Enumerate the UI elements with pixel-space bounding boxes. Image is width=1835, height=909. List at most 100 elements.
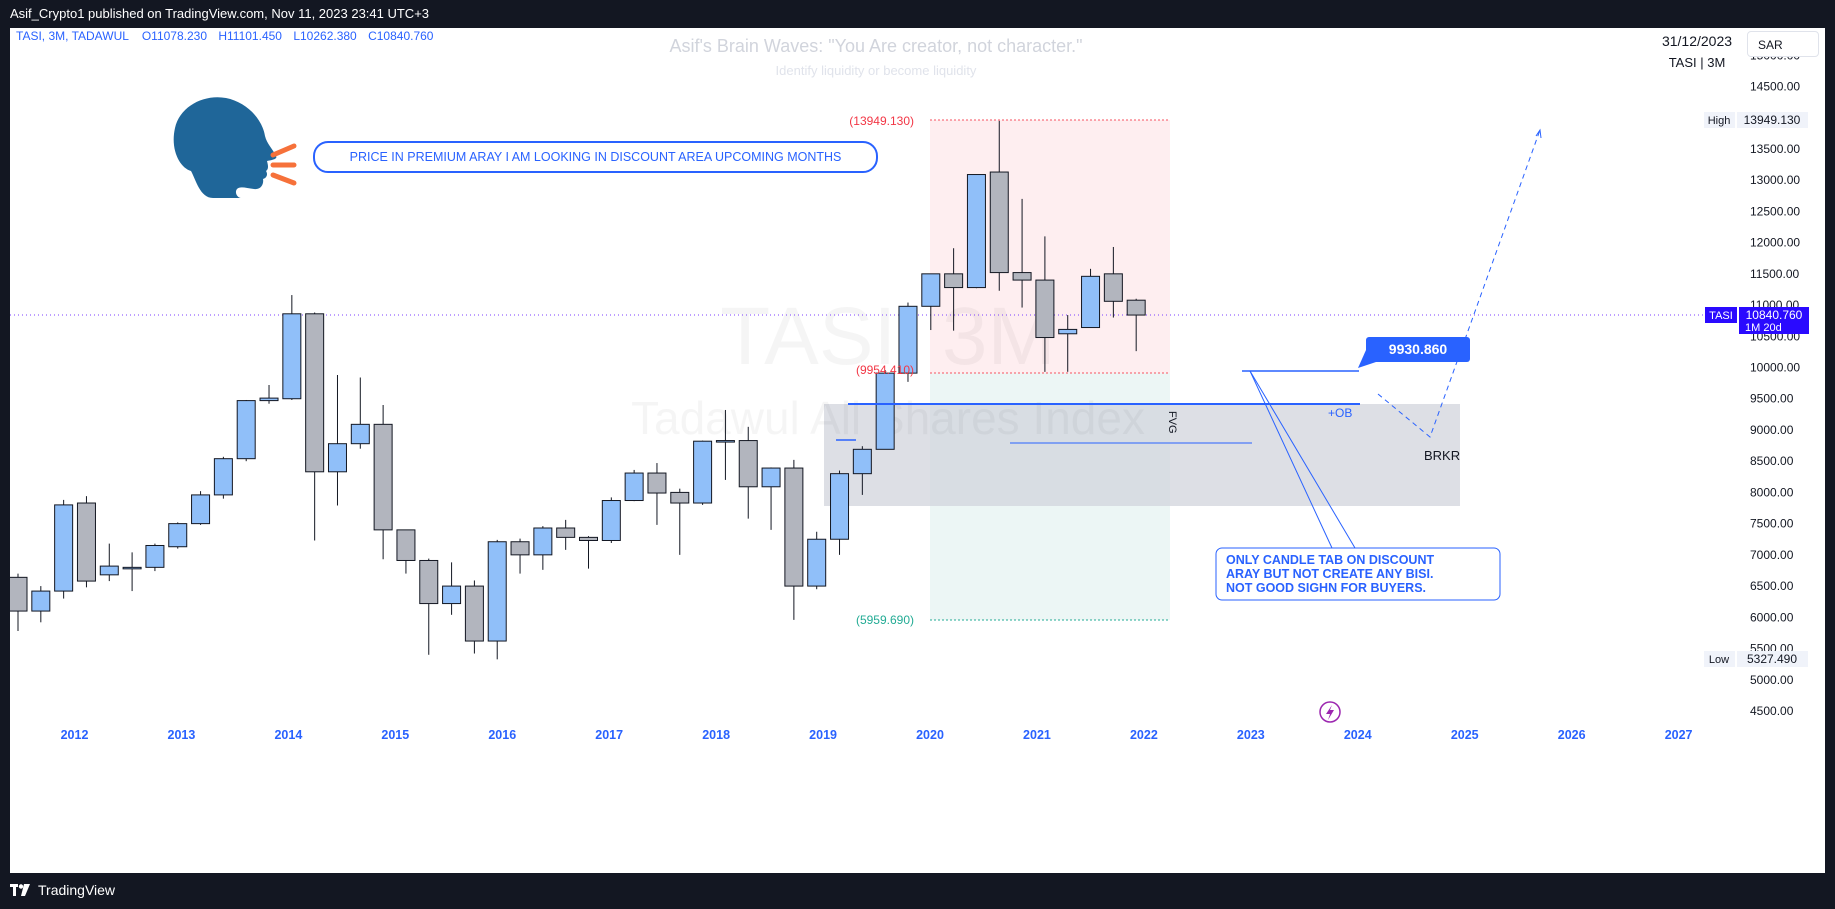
candles-group [10,120,1146,660]
projection-arrowhead [1535,128,1542,139]
equilibrium-label: (9954.410) [856,363,914,377]
footer-brand: TradingView [38,882,116,898]
candle-body [784,467,804,587]
candle-body [213,458,233,496]
candle [510,538,530,574]
low-badge: Low 5327.490 [1704,651,1808,667]
candle [168,522,188,549]
year-tick: 2023 [1237,728,1265,742]
candle [989,120,1009,291]
candle-body [830,473,850,540]
price-tick: 8500.00 [1750,454,1794,468]
candle-body [601,500,621,541]
candle [784,459,804,620]
price-tick: 9500.00 [1750,392,1794,406]
candle-body [510,541,530,556]
currency-button[interactable]: SAR [1747,31,1819,57]
price-tick: 6000.00 [1750,610,1794,624]
candle [944,248,964,331]
header-symbol: TASI, 3M, TADAWUL [16,29,129,43]
candle [921,273,941,331]
year-tick: 2013 [168,728,196,742]
candle-body [31,590,51,612]
year-tick: 2015 [381,728,409,742]
note-connector-a [1249,370,1333,549]
price-tick: 6500.00 [1750,579,1794,593]
candle-body [579,536,598,541]
price-tick: 13500.00 [1750,142,1800,156]
speech-text: PRICE IN PREMIUM ARAY I AM LOOKING IN DI… [350,150,842,164]
price-tick: 14500.00 [1750,79,1800,93]
candle [213,456,233,499]
price-callout [1366,337,1470,362]
close-value: 10840.760 [377,29,434,43]
time-axis[interactable]: 2012 2013 2014 2015 2016 2017 2018 2019 2020 2021… [61,728,1693,742]
candle [807,531,827,590]
low-badge-label: Low [1709,654,1729,666]
price-tick: 7000.00 [1750,548,1794,562]
candle [282,295,302,400]
candle [966,174,986,289]
candle [624,469,644,502]
candle [259,384,279,404]
price-callout-pointer [1358,350,1376,368]
candle-body [1012,272,1032,281]
candle [1081,268,1101,329]
candle [305,312,325,541]
candle-body [624,472,644,502]
year-tick: 2017 [595,728,623,742]
candle [579,536,598,569]
candle-body [944,273,964,289]
high-badge: High 13949.130 [1704,112,1808,128]
candle [738,426,758,519]
fvg-label: FVG [1166,411,1178,434]
chart-area[interactable]: TASI, 3M Tadawul All Shares Index Asif's… [10,28,1825,873]
premium-top-label: (13949.130) [849,114,914,128]
candle [693,440,713,505]
candle-body [282,313,302,400]
ob-label: +OB [1328,406,1352,420]
candle [533,526,553,570]
price-tick: 9000.00 [1750,423,1794,437]
candle [31,586,51,623]
candle [556,519,576,550]
candle [830,470,850,555]
header-date: 31/12/2023 [1662,33,1732,49]
high-badge-value: 13949.130 [1744,113,1801,127]
high-label: H [218,29,227,43]
candle-body [533,527,553,556]
candle [122,552,142,592]
projection-path [1377,129,1541,438]
candle-body [1103,273,1123,302]
candle [761,467,781,530]
candle [1103,246,1123,318]
low-value: 10262.380 [300,29,357,43]
discount-bottom-label: (5959.690) [856,613,914,627]
candle [145,543,165,572]
candle-body [898,305,918,374]
candle [487,539,507,660]
order-block-zone [824,404,1460,506]
high-badge-label: High [1708,115,1731,127]
year-tick: 2022 [1130,728,1158,742]
price-tick: 8000.00 [1750,485,1794,499]
year-tick: 2019 [809,728,837,742]
footer-bar: TradingView [0,873,1835,908]
candle-body [1035,279,1055,339]
note-box [1215,547,1501,601]
candle-body [556,527,576,538]
lightning-icon[interactable] [1319,701,1341,723]
candle-body [10,576,28,612]
candle-body [966,174,986,289]
candle [54,499,74,599]
candle-body [487,541,507,642]
candle [236,399,256,462]
last-badge-value: 10840.760 [1746,308,1803,322]
price-axis[interactable]: 4500.005000.005500.006000.006500.007000.… [1750,48,1800,718]
candlestick-chart[interactable]: TASI, 3M Tadawul All Shares Index Asif's… [10,28,1825,873]
year-tick: 2024 [1344,728,1372,742]
year-tick: 2027 [1665,728,1693,742]
price-tick: 11500.00 [1750,267,1799,281]
price-tick: 12000.00 [1750,236,1800,250]
candle-body [738,440,758,488]
